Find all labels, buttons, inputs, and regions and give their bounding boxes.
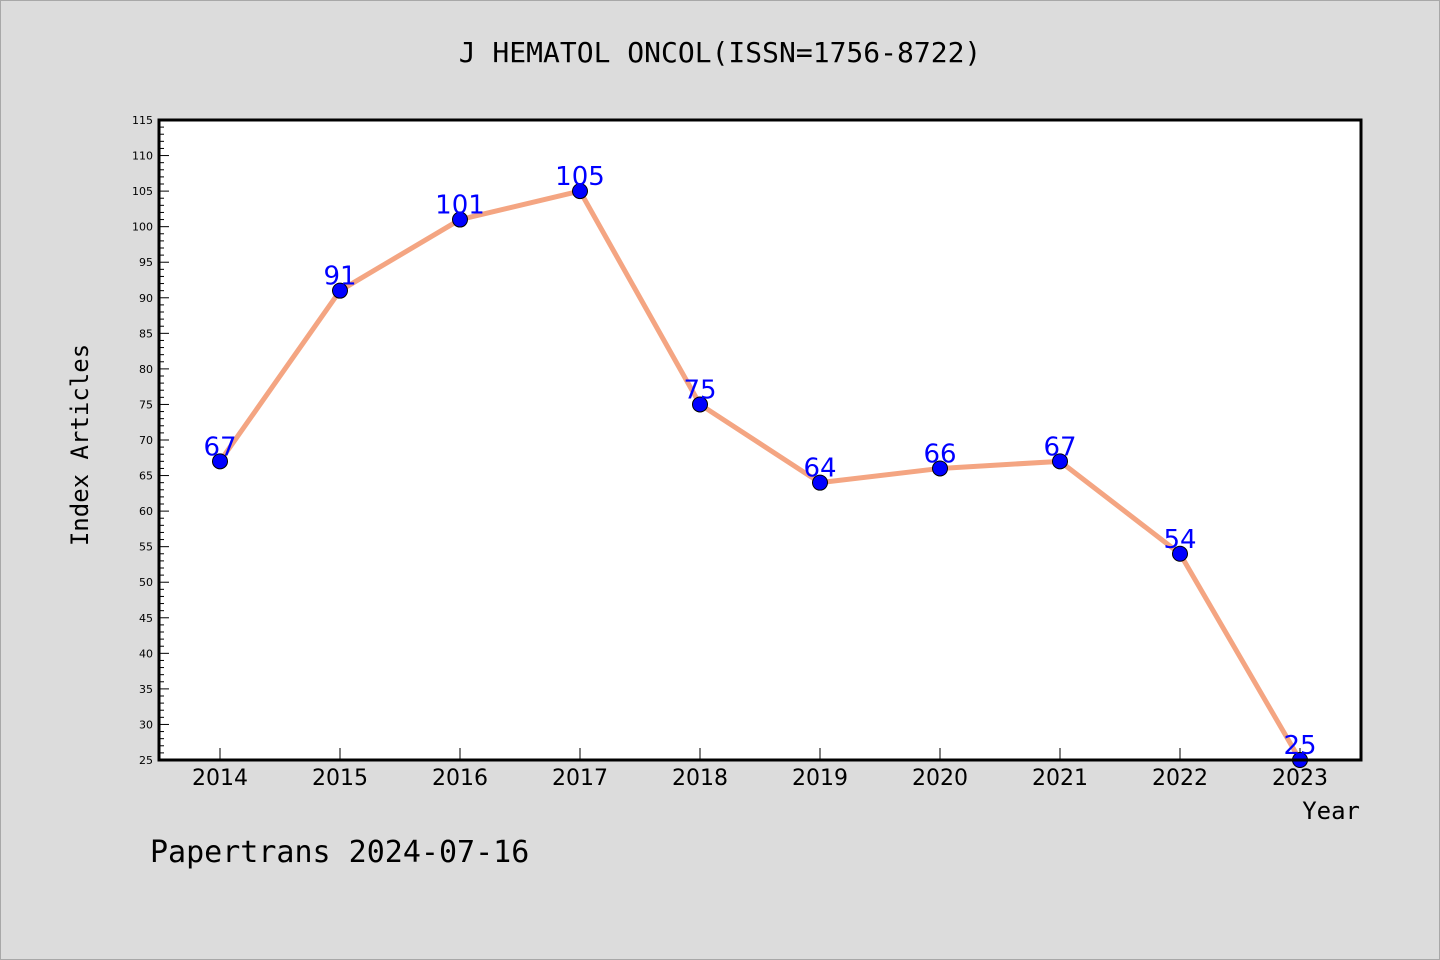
y-tick-label: 60: [139, 505, 153, 518]
footer-text: Papertrans 2024-07-16: [150, 835, 530, 870]
data-point: [332, 282, 348, 299]
data-point: [812, 474, 828, 491]
y-tick-label: 115: [132, 114, 153, 127]
data-point: [212, 453, 228, 470]
data-label: 25: [1283, 731, 1316, 761]
x-axis-label: Year: [1302, 797, 1360, 825]
y-tick-label: 110: [132, 150, 153, 163]
data-point: [572, 183, 588, 200]
x-tick-label: 2016: [432, 766, 488, 791]
x-axis: 2014 2015 2016 2017 2018 2019 2020 2021 2022 2023: [192, 748, 1328, 791]
data-point: [1052, 453, 1068, 470]
data-label: 67: [203, 432, 236, 462]
data-point: [452, 211, 468, 228]
data-label: 64: [803, 454, 836, 484]
data-label: 101: [435, 191, 485, 221]
y-tick-label: 85: [139, 327, 153, 340]
y-tick-label: 105: [132, 185, 153, 198]
y-tick-label: 35: [139, 683, 153, 696]
x-tick-label: 2015: [312, 766, 368, 791]
y-tick-label: 50: [139, 576, 153, 589]
y-tick-label: 55: [139, 541, 153, 554]
y-tick-label: 45: [139, 612, 153, 625]
x-tick-label: 2020: [912, 766, 968, 791]
y-tick-label: 25: [139, 754, 153, 767]
data-label: 67: [1043, 432, 1076, 462]
y-tick-label: 80: [139, 363, 153, 376]
data-labels: 67 91 101 105 75 64 66 67 54 25: [203, 162, 1316, 761]
chart-title: J HEMATOL ONCOL(ISSN=1756-8722): [458, 36, 982, 69]
y-tick-label: 100: [132, 221, 153, 234]
data-label: 91: [323, 262, 356, 292]
series-line: [217, 188, 1303, 763]
data-point: [692, 396, 708, 413]
y-tick-label: 95: [139, 256, 153, 269]
x-tick-label: 2018: [672, 766, 728, 791]
x-tick-label: 2022: [1152, 766, 1208, 791]
y-tick-label: 90: [139, 292, 153, 305]
y-tick-label: 70: [139, 434, 153, 447]
data-label: 54: [1163, 525, 1196, 555]
data-markers: [212, 183, 1308, 768]
data-point: [932, 460, 948, 477]
data-point: [1172, 545, 1188, 562]
data-label: 75: [683, 375, 716, 405]
data-label: 66: [923, 439, 956, 469]
y-tick-label: 75: [139, 398, 153, 411]
plot-border: [157, 118, 1363, 762]
x-tick-label: 2017: [552, 766, 608, 791]
y-tick-label: 30: [139, 718, 153, 731]
plot-area: [159, 120, 1361, 760]
x-tick-label: 2023: [1272, 766, 1328, 791]
x-tick-label: 2014: [192, 766, 248, 791]
x-tick-label: 2021: [1032, 766, 1088, 791]
y-tick-label: 40: [139, 647, 153, 660]
x-tick-label: 2019: [792, 766, 848, 791]
data-label: 105: [555, 162, 605, 192]
y-tick-label: 65: [139, 470, 153, 483]
